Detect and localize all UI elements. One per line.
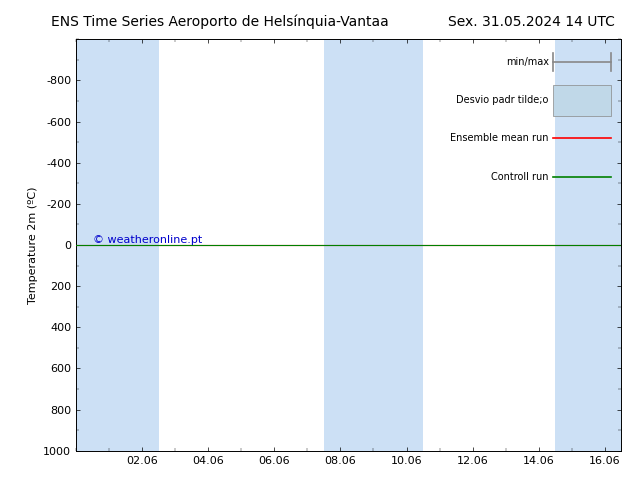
Text: © weatheronline.pt: © weatheronline.pt bbox=[93, 235, 202, 245]
Bar bbox=[76, 39, 158, 451]
Bar bbox=[324, 39, 423, 451]
Y-axis label: Temperature 2m (ºC): Temperature 2m (ºC) bbox=[28, 186, 37, 304]
Text: Sex. 31.05.2024 14 UTC: Sex. 31.05.2024 14 UTC bbox=[448, 15, 615, 29]
Text: ENS Time Series Aeroporto de Helsínquia-Vantaa: ENS Time Series Aeroporto de Helsínquia-… bbox=[51, 15, 389, 29]
Bar bbox=[555, 39, 621, 451]
